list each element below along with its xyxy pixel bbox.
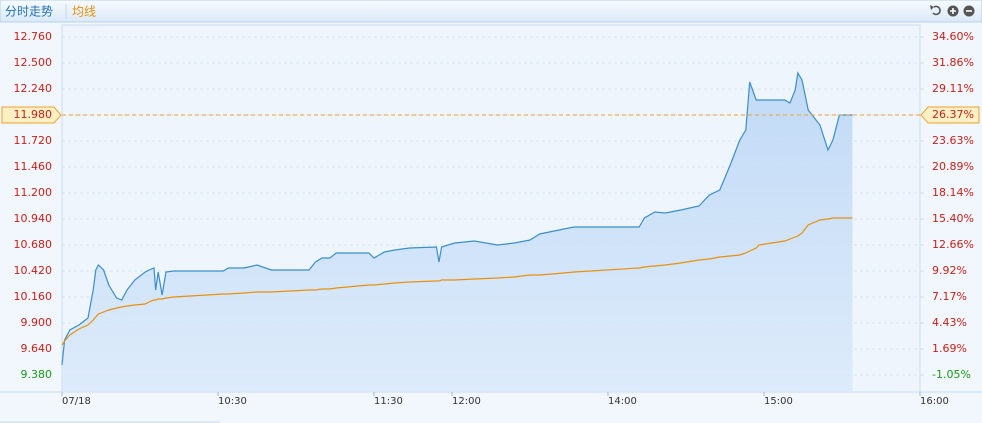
y-tick-label: 11.720 bbox=[14, 134, 53, 147]
y-tick-label: 12.240 bbox=[14, 82, 53, 95]
y-tick-label: 12.760 bbox=[14, 30, 53, 43]
y2-tick-label: 20.89% bbox=[932, 160, 974, 173]
zoom-in-icon[interactable] bbox=[947, 5, 959, 17]
x-tick-label: 10:30 bbox=[218, 396, 247, 407]
legend-entry[interactable]: 均线 bbox=[72, 5, 96, 19]
x-tick-label: 07/18 bbox=[62, 396, 91, 407]
y2-tick-label: 7.17% bbox=[932, 290, 967, 303]
y-tick-label: 12.500 bbox=[14, 56, 53, 69]
y2-tick-label: 9.92% bbox=[932, 264, 967, 277]
price-line bbox=[61, 71, 853, 366]
y-tick-label: 10.940 bbox=[14, 212, 53, 225]
current-change-box bbox=[920, 106, 980, 124]
y2-tick-label: 1.69% bbox=[932, 342, 967, 355]
zoom-out-icon[interactable] bbox=[963, 5, 975, 17]
y-tick-label: 10.160 bbox=[14, 290, 53, 303]
y-tick-label: 10.680 bbox=[14, 238, 53, 251]
x-tick-label: 14:00 bbox=[608, 396, 637, 407]
current-change-label: 26.37% bbox=[932, 108, 974, 121]
y-tick-label: 11.460 bbox=[14, 160, 53, 173]
y2-tick-label: 15.40% bbox=[932, 212, 974, 225]
y2-tick-label: -1.05% bbox=[932, 368, 971, 381]
y2-tick-label: 34.60% bbox=[932, 30, 974, 43]
chart-title[interactable]: 分时走势 bbox=[5, 5, 53, 19]
y-tick-label: 10.420 bbox=[14, 264, 53, 277]
average-line bbox=[61, 217, 853, 346]
current-price-box bbox=[1, 106, 62, 124]
x-tick-label: 15:00 bbox=[764, 396, 793, 407]
y2-tick-label: 29.11% bbox=[932, 82, 974, 95]
y-tick-label: 9.380 bbox=[21, 368, 53, 381]
header-bar bbox=[0, 0, 982, 23]
current-price-label: 11.980 bbox=[14, 108, 53, 121]
x-tick-label: 16:00 bbox=[920, 396, 949, 407]
y2-tick-label: 4.43% bbox=[932, 316, 967, 329]
price-area bbox=[62, 73, 853, 392]
y2-tick-label: 18.14% bbox=[932, 186, 974, 199]
y2-tick-label: 12.66% bbox=[932, 238, 974, 251]
undo-icon[interactable] bbox=[930, 5, 941, 16]
y-tick-label: 9.640 bbox=[21, 342, 53, 355]
y2-tick-label: 23.63% bbox=[932, 134, 974, 147]
x-tick-label: 12:00 bbox=[452, 396, 481, 407]
x-tick-label: 11:30 bbox=[374, 396, 403, 407]
y2-tick-label: 31.86% bbox=[932, 56, 974, 69]
y-tick-label: 11.200 bbox=[14, 186, 53, 199]
y-tick-label: 9.900 bbox=[21, 316, 53, 329]
